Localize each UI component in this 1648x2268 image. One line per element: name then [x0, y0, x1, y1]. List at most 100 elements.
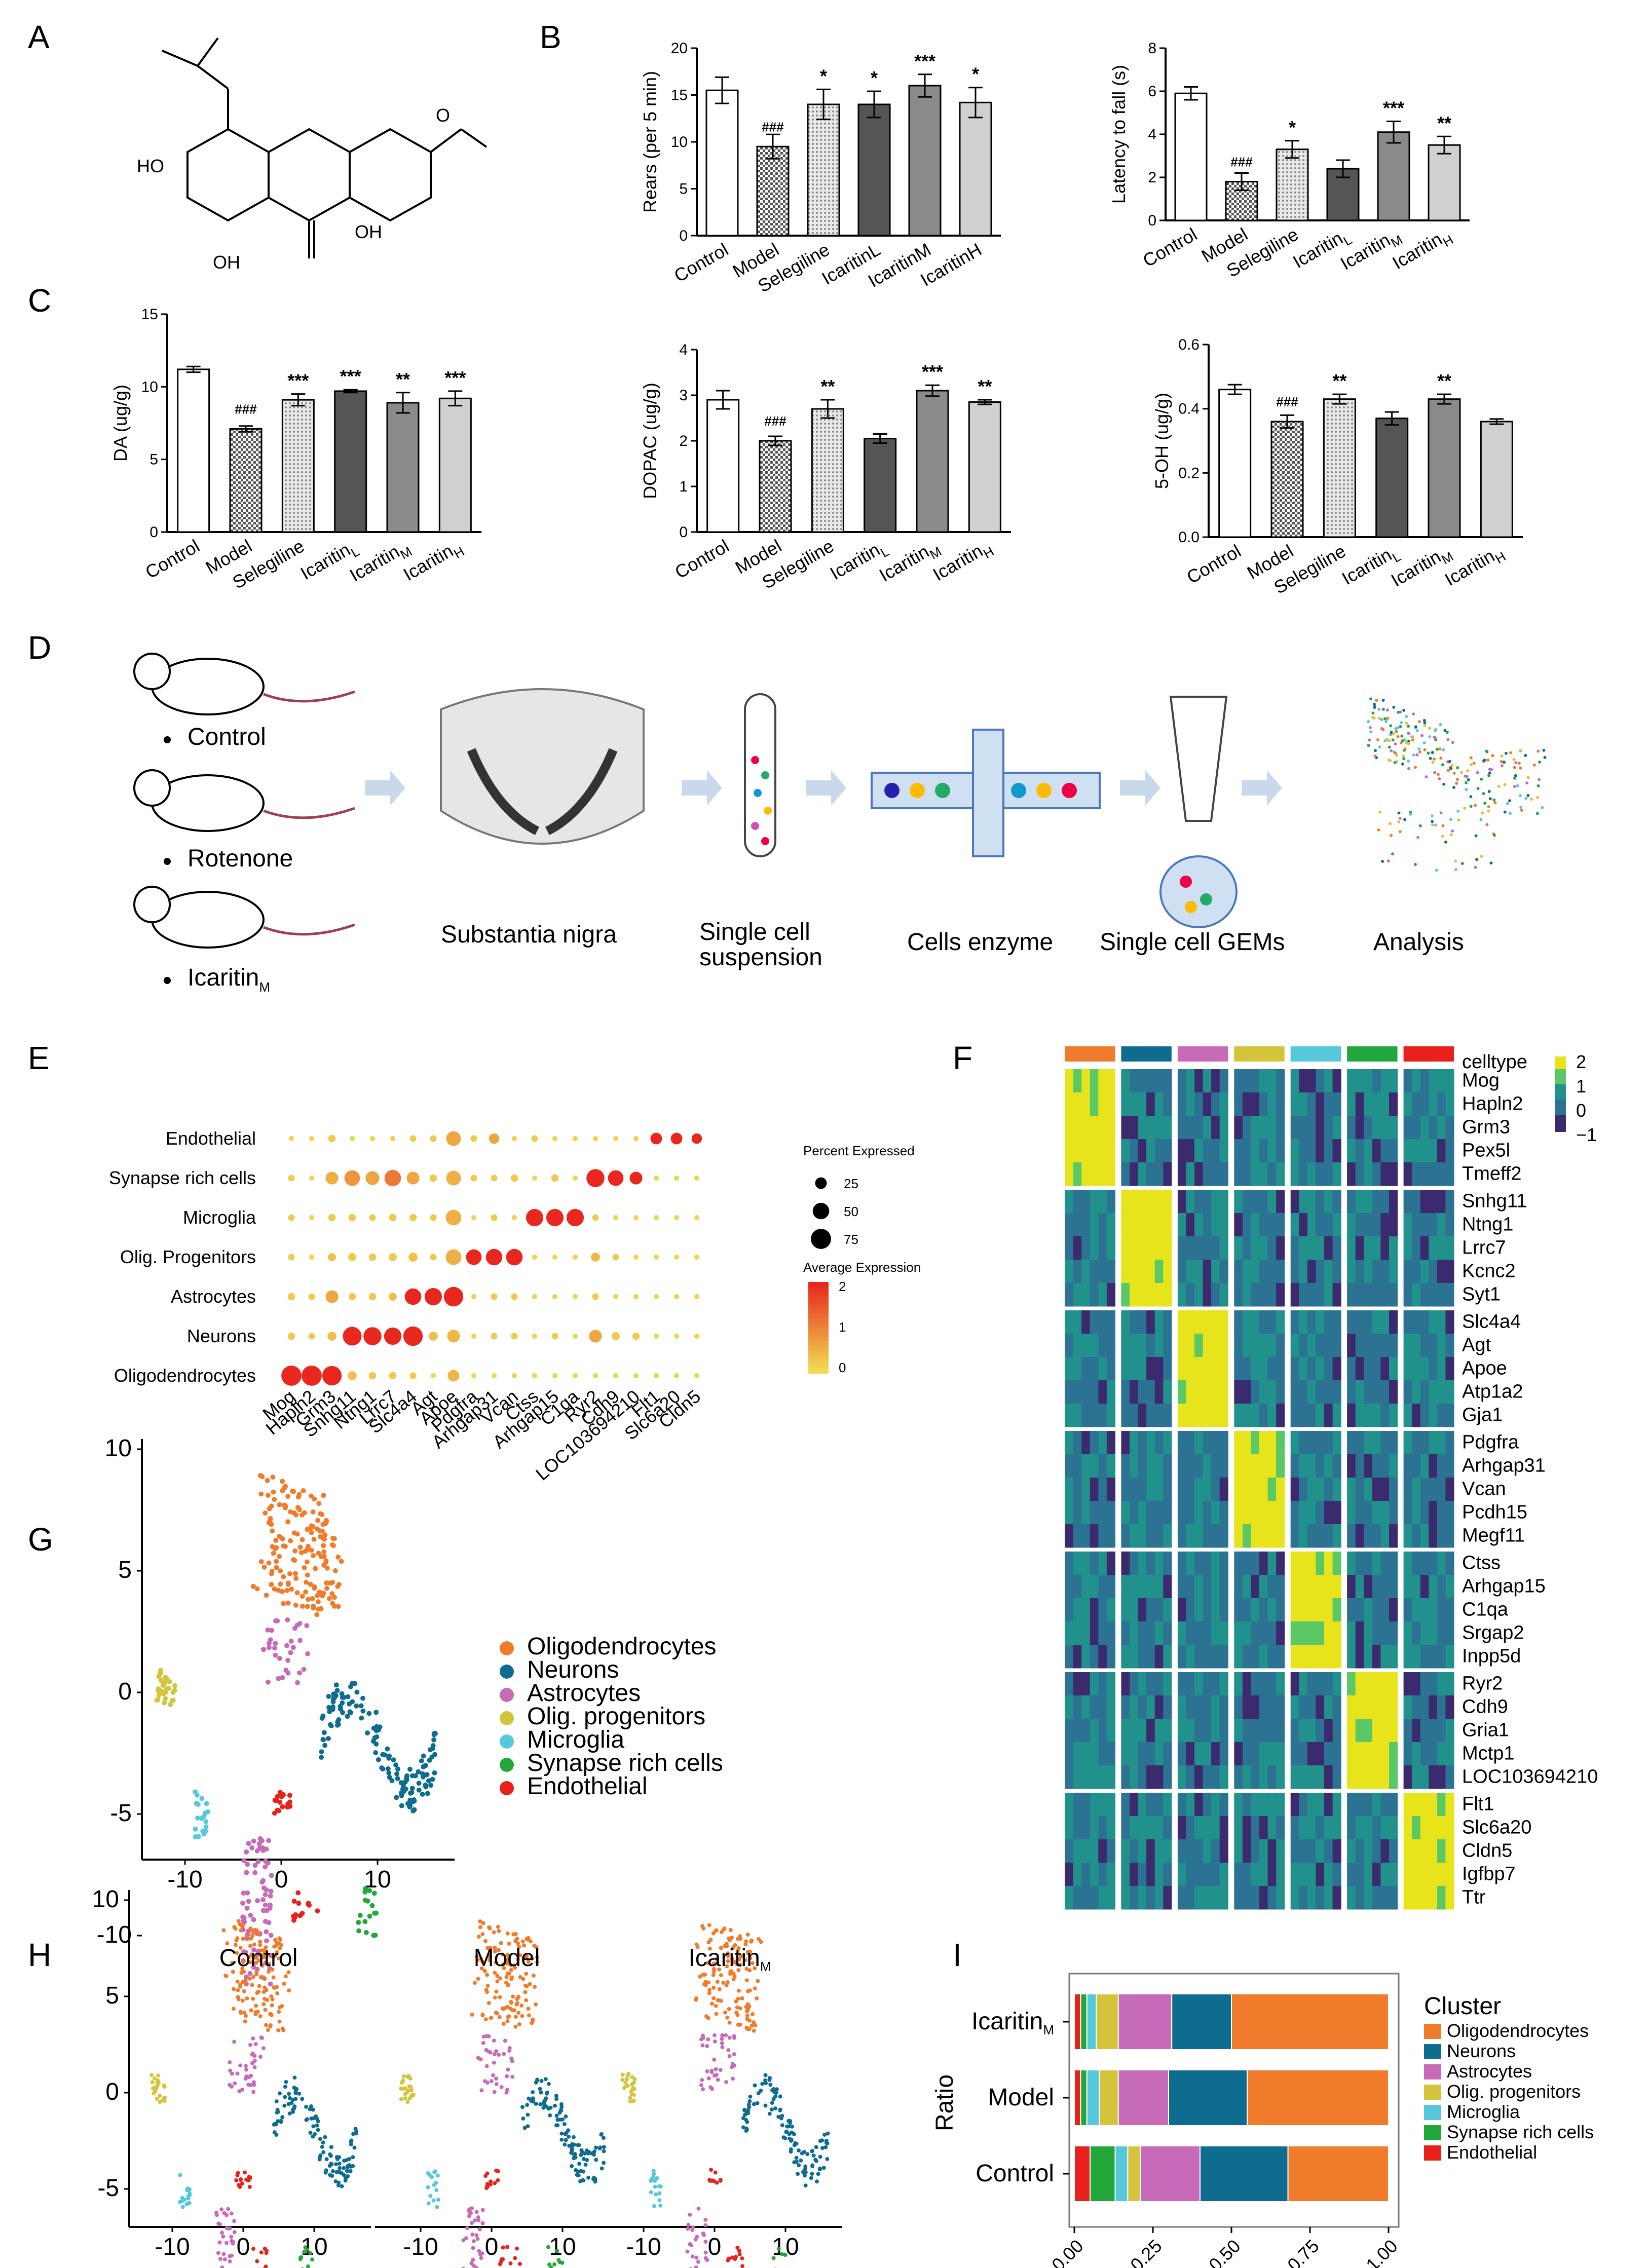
- umap-point: [480, 2013, 485, 2018]
- heatmap-cell: [1445, 1524, 1454, 1548]
- umap-point: [292, 1548, 298, 1554]
- umap-point: [321, 1554, 327, 1559]
- heatmap-cell: [1211, 1334, 1220, 1357]
- umap-point: [273, 1652, 278, 1658]
- heatmap-cell: [1073, 1478, 1082, 1501]
- analysis-point: [1449, 767, 1453, 770]
- heatmap-cell: [1324, 1260, 1333, 1283]
- umap-point: [531, 1973, 536, 1978]
- umap-point: [747, 2005, 752, 2009]
- umap-point: [825, 2141, 830, 2146]
- heatmap-cell: [1364, 1190, 1373, 1214]
- umap-point: [589, 2151, 594, 2156]
- heatmap-cell: [1355, 1719, 1364, 1743]
- heatmap-cell: [1090, 1598, 1099, 1622]
- umap-point: [757, 1937, 761, 1941]
- umap-point: [278, 1581, 283, 1587]
- heatmap-cell: [1372, 1863, 1381, 1886]
- heatmap-cell: [1324, 1478, 1333, 1501]
- umap-point: [318, 2153, 323, 2158]
- heatmap-cell: [1211, 1431, 1220, 1455]
- dot-mark: [404, 1288, 422, 1305]
- heatmap-cell: [1420, 1454, 1429, 1478]
- dot-mark: [572, 1254, 578, 1260]
- heatmap-cell: [1138, 1863, 1147, 1886]
- umap-point: [167, 1679, 172, 1684]
- heatmap-cell: [1420, 1431, 1429, 1455]
- umap-point: [695, 1945, 700, 1949]
- heatmap-cell: [1251, 1552, 1260, 1575]
- analysis-point: [1428, 735, 1432, 738]
- dot-mark: [653, 1215, 659, 1221]
- heatmap-cell: [1290, 1116, 1299, 1140]
- heatmap-cell: [1389, 1236, 1398, 1260]
- heatmap-cell: [1403, 1404, 1412, 1427]
- analysis-point: [1488, 797, 1492, 801]
- heatmap-cell: [1219, 1598, 1228, 1622]
- heatmap-cell: [1429, 1695, 1438, 1719]
- dot-mark: [532, 1373, 538, 1379]
- arrow-5: [1242, 770, 1282, 806]
- heatmap-cell: [1429, 1863, 1438, 1886]
- umap-point: [494, 2082, 499, 2087]
- umap-point: [261, 2002, 266, 2007]
- umap-point: [769, 2107, 774, 2112]
- dot-mark: [430, 1135, 437, 1142]
- heatmap-cell: [1130, 1069, 1139, 1093]
- heatmap-cell: [1163, 1190, 1172, 1214]
- umap-point: [547, 2262, 551, 2267]
- heatmap-cell: [1276, 1695, 1285, 1719]
- umap-point: [763, 2103, 768, 2108]
- x-tick-label: Control: [1183, 540, 1245, 588]
- heatmap-cell: [1307, 1478, 1316, 1501]
- heatmap-cell: [1412, 1116, 1421, 1140]
- molecule-structure: [162, 37, 488, 258]
- heatmap-cell: [1307, 1092, 1316, 1116]
- heatmap-cell: [1259, 1863, 1268, 1886]
- umap-point: [811, 2153, 816, 2158]
- dot-mark: [608, 1170, 624, 1186]
- umap-point: [374, 1724, 380, 1729]
- analysis-point: [1514, 774, 1517, 777]
- heatmap-cell: [1154, 1575, 1164, 1599]
- umap-point: [284, 1587, 290, 1593]
- heatmap-cell: [1355, 1598, 1364, 1622]
- umap-point: [600, 2166, 604, 2171]
- umap-point: [235, 2071, 240, 2076]
- analysis-point: [1413, 863, 1417, 866]
- heatmap-cell: [1445, 1092, 1454, 1116]
- heatmap-cell: [1234, 1431, 1243, 1455]
- umap-point: [748, 2094, 753, 2099]
- heatmap-cell: [1276, 1236, 1285, 1260]
- heatmap-cell: [1412, 1213, 1421, 1237]
- heatmap-cell: [1347, 1793, 1356, 1817]
- umap-point: [385, 1746, 390, 1752]
- dot-mark: [409, 1372, 417, 1379]
- significance-label: *: [871, 67, 878, 88]
- umap-point: [259, 2250, 264, 2255]
- heatmap-cell: [1090, 1116, 1099, 1140]
- umap-point: [464, 2236, 468, 2241]
- umap-point: [266, 1560, 272, 1566]
- heatmap-cell: [1186, 1598, 1195, 1622]
- umap-point: [632, 2087, 636, 2091]
- umap-point: [357, 1913, 363, 1918]
- umap-point: [253, 2042, 258, 2047]
- heatmap-cell: [1073, 1742, 1082, 1766]
- heatmap-cell: [1324, 1719, 1333, 1743]
- heatmap-cell: [1177, 1575, 1186, 1599]
- heatmap-cell: [1372, 1404, 1381, 1427]
- umap-point: [329, 1591, 335, 1597]
- umap-point: [264, 2264, 268, 2268]
- heatmap-cell: [1130, 1260, 1139, 1283]
- heatmap-cell: [1299, 1380, 1308, 1404]
- color-legend-swatch: [808, 1314, 829, 1319]
- umap-point: [555, 2249, 559, 2253]
- heatmap-cell: [1429, 1190, 1438, 1214]
- heatmap-cell: [1316, 1478, 1325, 1501]
- umap-point: [717, 1987, 722, 1991]
- umap-point: [299, 1512, 305, 1518]
- heatmap-cell: [1290, 1310, 1299, 1334]
- heatmap-cell: [1299, 1793, 1308, 1817]
- umap-point: [251, 1964, 256, 1970]
